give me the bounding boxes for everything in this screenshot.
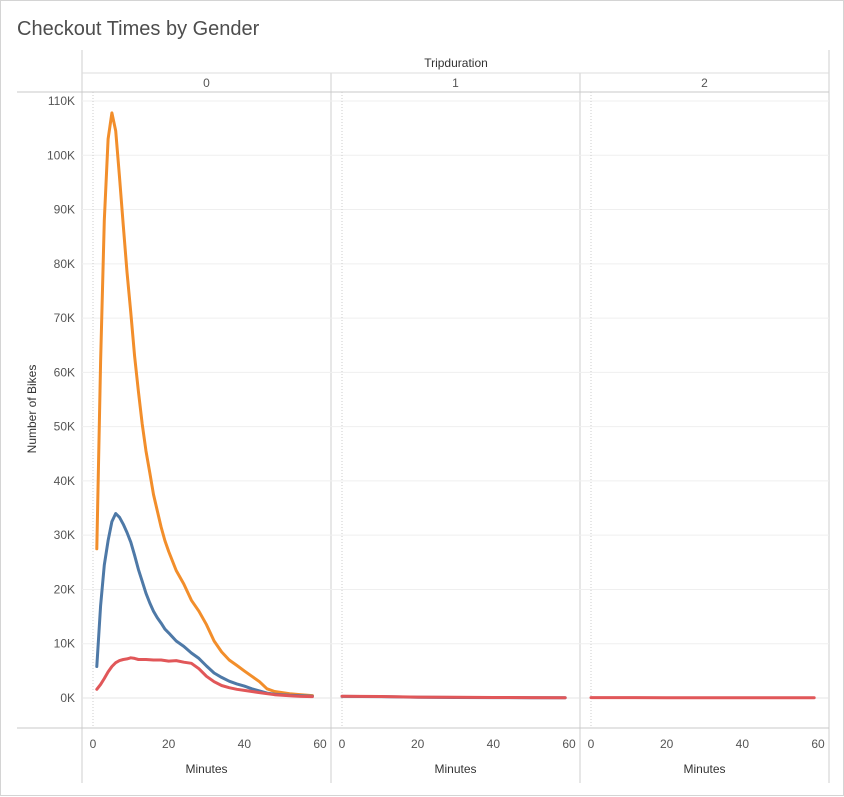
y-tick-label: 40K — [54, 474, 75, 488]
chart-gridlines — [82, 92, 829, 728]
x-tick-label: 40 — [238, 737, 252, 751]
series-line — [342, 696, 565, 697]
y-tick-label: 20K — [54, 582, 75, 596]
y-tick-label: 100K — [47, 148, 75, 162]
series-line — [97, 514, 313, 697]
x-axis-label: Minutes — [185, 762, 227, 776]
panel-header-label: 1 — [452, 76, 459, 90]
x-tick-label: 0 — [588, 737, 595, 751]
chart-series — [97, 113, 814, 698]
x-tick-label: 40 — [736, 737, 750, 751]
y-tick-label: 60K — [54, 365, 75, 379]
y-tick-label: 50K — [54, 420, 75, 434]
x-tick-label: 20 — [660, 737, 674, 751]
series-line — [97, 113, 313, 696]
x-tick-label: 60 — [811, 737, 825, 751]
x-axis-label: Minutes — [434, 762, 476, 776]
x-axis-label: Minutes — [683, 762, 725, 776]
y-tick-label: 10K — [54, 637, 75, 651]
y-tick-label: 30K — [54, 528, 75, 542]
panel-header-label: 2 — [701, 76, 708, 90]
y-tick-label: 90K — [54, 203, 75, 217]
column-header-label: Tripduration — [424, 56, 488, 70]
x-tick-label: 60 — [313, 737, 327, 751]
chart-axes: 0K 10K 20K 30K 40K 50K 60K 70K 80K 90K 100K 110K 0 20… — [47, 94, 825, 776]
y-tick-label: 80K — [54, 257, 75, 271]
x-tick-label: 0 — [90, 737, 97, 751]
x-tick-label: 20 — [411, 737, 425, 751]
y-axis-label: Number of Bikes — [25, 365, 39, 454]
x-tick-label: 40 — [487, 737, 501, 751]
chart-structure: 0 1 2 — [17, 50, 829, 783]
y-tick-label: 110K — [48, 94, 75, 108]
x-tick-label: 0 — [339, 737, 346, 751]
x-tick-label: 60 — [562, 737, 576, 751]
x-tick-label: 20 — [162, 737, 176, 751]
panel-header-label: 0 — [203, 76, 210, 90]
y-tick-label: 0K — [60, 691, 75, 705]
y-tick-label: 70K — [54, 311, 75, 325]
